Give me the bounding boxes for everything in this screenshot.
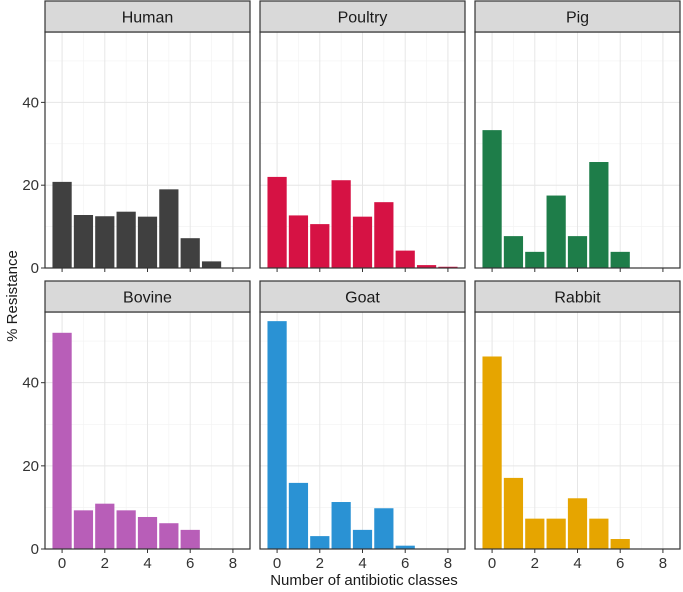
bar-goat-6 — [395, 545, 415, 549]
bar-human-4 — [137, 216, 158, 268]
y-tick-label: 20 — [22, 177, 39, 194]
y-tick-label: 40 — [22, 375, 39, 392]
bar-goat-4 — [352, 529, 373, 549]
bar-bovine-1 — [73, 510, 94, 549]
bar-pig-1 — [503, 236, 524, 268]
bar-rabbit-3 — [546, 518, 566, 549]
x-tick-label: 4 — [143, 555, 151, 572]
bar-human-1 — [73, 215, 94, 268]
bar-bovine-3 — [116, 510, 136, 549]
bar-pig-6 — [610, 251, 630, 268]
bar-goat-0 — [267, 321, 287, 549]
x-tick-label: 2 — [531, 555, 539, 572]
bar-poultry-7 — [416, 265, 437, 268]
bar-goat-5 — [374, 508, 394, 549]
bar-poultry-5 — [374, 202, 394, 268]
panel-rabbit-label: Rabbit — [554, 290, 601, 307]
panel-bovine-label: Bovine — [123, 290, 172, 307]
panel-human-strip — [44, 0, 251, 33]
panel-goat-strip — [259, 280, 466, 313]
bar-pig-5 — [589, 162, 609, 268]
bar-goat-1 — [288, 482, 309, 549]
bar-poultry-6 — [395, 250, 415, 268]
y-tick-label: 0 — [31, 541, 39, 558]
bar-bovine-0 — [52, 332, 72, 549]
x-tick-label: 0 — [58, 555, 66, 572]
bar-bovine-5 — [159, 523, 179, 549]
x-tick-label: 6 — [616, 555, 624, 572]
y-tick-label: 0 — [31, 260, 39, 277]
panel-goat-label: Goat — [345, 290, 380, 307]
y-tick-label: 20 — [22, 458, 39, 475]
x-axis-title: Number of antibiotic classes — [270, 572, 458, 589]
x-tick-label: 2 — [101, 555, 109, 572]
bar-goat-3 — [331, 502, 351, 549]
bar-rabbit-1 — [503, 477, 524, 549]
bar-poultry-8 — [438, 266, 458, 268]
bar-rabbit-0 — [482, 356, 502, 549]
bar-human-0 — [52, 181, 72, 268]
bar-goat-2 — [310, 536, 330, 549]
bar-pig-2 — [525, 251, 545, 268]
panel-poultry-strip — [259, 0, 466, 33]
x-tick-label: 4 — [358, 555, 366, 572]
x-tick-label: 6 — [186, 555, 194, 572]
y-axis-title: % Resistance — [4, 250, 21, 342]
x-tick-label: 4 — [573, 555, 581, 572]
bar-poultry-2 — [310, 224, 330, 268]
x-tick-label: 0 — [273, 555, 281, 572]
panel-rabbit-strip — [474, 280, 681, 313]
bar-poultry-0 — [267, 176, 287, 268]
bar-pig-0 — [482, 130, 502, 268]
panel-bovine-strip — [44, 280, 251, 313]
bar-human-7 — [201, 261, 222, 268]
y-tick-label: 40 — [22, 94, 39, 111]
x-tick-label: 8 — [444, 555, 452, 572]
bar-rabbit-5 — [589, 518, 609, 549]
panel-human-label: Human — [122, 10, 174, 27]
panel-pig-label: Pig — [566, 10, 589, 27]
bar-rabbit-4 — [567, 498, 588, 549]
panel-pig-strip — [474, 0, 681, 33]
bar-human-3 — [116, 211, 136, 268]
panel-poultry-label: Poultry — [338, 10, 388, 27]
x-tick-label: 8 — [659, 555, 667, 572]
bar-poultry-1 — [288, 215, 309, 268]
x-tick-label: 0 — [488, 555, 496, 572]
bar-human-2 — [95, 216, 115, 268]
bar-bovine-2 — [95, 503, 115, 549]
bar-pig-4 — [567, 236, 588, 268]
bar-bovine-6 — [180, 529, 200, 549]
bar-poultry-3 — [331, 180, 351, 268]
bar-pig-3 — [546, 195, 566, 268]
bar-rabbit-6 — [610, 539, 630, 549]
bar-human-5 — [159, 189, 179, 268]
x-tick-label: 2 — [316, 555, 324, 572]
bar-poultry-4 — [352, 216, 373, 268]
x-tick-label: 6 — [401, 555, 409, 572]
bar-bovine-4 — [137, 516, 158, 549]
bar-rabbit-2 — [525, 518, 545, 549]
bar-human-6 — [180, 238, 200, 268]
x-tick-label: 8 — [229, 555, 237, 572]
